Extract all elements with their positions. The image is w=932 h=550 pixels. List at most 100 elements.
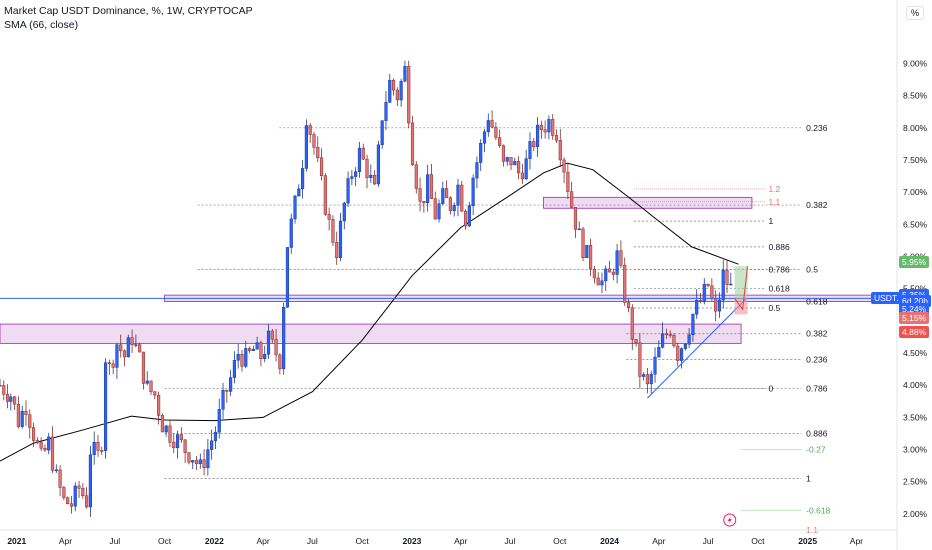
fib-label: 0.382: [806, 329, 828, 339]
candle-body: [160, 415, 164, 433]
candle-body: [327, 214, 331, 220]
candle-body: [547, 119, 551, 133]
candle-body: [687, 334, 691, 345]
candle-body: [54, 469, 58, 472]
candle-body: [213, 431, 218, 442]
y-tick-label: 2.00%: [903, 509, 928, 519]
candle-body: [520, 172, 524, 180]
candle-body: [452, 205, 456, 212]
candle-body: [141, 351, 146, 384]
candle-body: [501, 145, 506, 162]
candle-body: [39, 442, 43, 449]
candle-body: [312, 134, 316, 148]
candle-body: [259, 342, 263, 360]
candle-body: [357, 147, 362, 172]
candle-body: [702, 284, 706, 302]
candle-body: [274, 338, 278, 356]
x-tick-label: 2023: [402, 536, 421, 546]
candle-body: [175, 434, 180, 449]
candle-body: [43, 448, 47, 451]
candle-body: [642, 374, 646, 377]
candle-body: [448, 197, 452, 212]
candle-body: [422, 200, 426, 204]
candle-body: [672, 334, 676, 347]
candle-body: [354, 171, 358, 177]
candles-group: [0, 60, 733, 517]
candle-body: [558, 140, 562, 161]
candle-body: [460, 184, 464, 212]
candle-body: [683, 343, 687, 349]
candle-body: [494, 126, 498, 138]
candle-body: [266, 330, 271, 355]
candle-body: [263, 353, 267, 360]
fib-label: 1: [806, 474, 811, 484]
candle-body: [600, 280, 604, 286]
candle-body: [528, 141, 532, 159]
candle-body: [96, 441, 100, 451]
candle-body: [498, 137, 502, 146]
level-badge-b: 5.15%: [899, 311, 930, 324]
percent-toggle-button[interactable]: %: [905, 6, 924, 20]
candle-body: [50, 436, 55, 471]
candle-body: [69, 503, 74, 507]
candle-body: [304, 125, 308, 169]
y-tick-label: 3.50%: [903, 412, 928, 422]
candle-body: [729, 283, 733, 286]
candle-body: [661, 333, 665, 348]
candle-body: [194, 460, 199, 465]
candle-body: [615, 250, 619, 275]
candle-body: [28, 414, 32, 428]
candle-body: [361, 147, 365, 160]
x-tick-label: Oct: [158, 536, 172, 546]
candle-body: [486, 120, 490, 133]
candle-body: [202, 459, 206, 469]
candle-body: [2, 385, 6, 395]
ascending-trendline: [647, 297, 747, 399]
candle-body: [111, 363, 115, 368]
candle-body: [384, 102, 388, 121]
candle-body: [573, 207, 578, 230]
candle-body: [604, 268, 608, 282]
lightning-icon: [723, 513, 737, 527]
candle-body: [395, 89, 399, 101]
candle-body: [653, 356, 657, 375]
candle-body: [433, 198, 437, 220]
zone-rect: [543, 196, 753, 209]
candle-body: [399, 80, 403, 101]
x-tick-label: 2024: [600, 536, 619, 546]
sma-line: [0, 162, 739, 462]
candle-body: [509, 157, 513, 166]
overlay-group: [0, 266, 897, 527]
candle-body: [247, 348, 252, 351]
candle-body: [198, 459, 202, 465]
projection-arrow: [734, 266, 749, 311]
candle-body: [149, 380, 153, 393]
candle-body: [35, 440, 39, 443]
fib-label: 0.382: [806, 200, 828, 210]
x-tick-label: Jul: [307, 536, 318, 546]
candle-body: [100, 450, 104, 452]
candle-body: [157, 394, 161, 416]
candle-body: [577, 228, 581, 231]
candle-body: [297, 188, 301, 197]
indicator-legend[interactable]: SMA (66, close): [4, 19, 79, 31]
candle-body: [134, 344, 138, 346]
candle-body: [285, 247, 290, 308]
candle-body: [217, 409, 221, 433]
candle-body: [441, 188, 445, 204]
candle-body: [183, 439, 187, 453]
candle-body: [77, 485, 81, 489]
candle-body: [376, 144, 380, 185]
candle-body: [240, 354, 244, 367]
fib-label: 0.5: [806, 264, 818, 274]
candle-body: [445, 188, 449, 198]
candle-body: [467, 205, 471, 227]
y-tick-label: 4.00%: [903, 380, 928, 390]
candle-body: [706, 284, 710, 287]
fib-label: 0.236: [806, 354, 828, 364]
candle-body: [634, 339, 638, 344]
candle-body: [407, 66, 411, 124]
fib-label: -0.618: [806, 506, 830, 516]
candle-body: [179, 434, 183, 441]
